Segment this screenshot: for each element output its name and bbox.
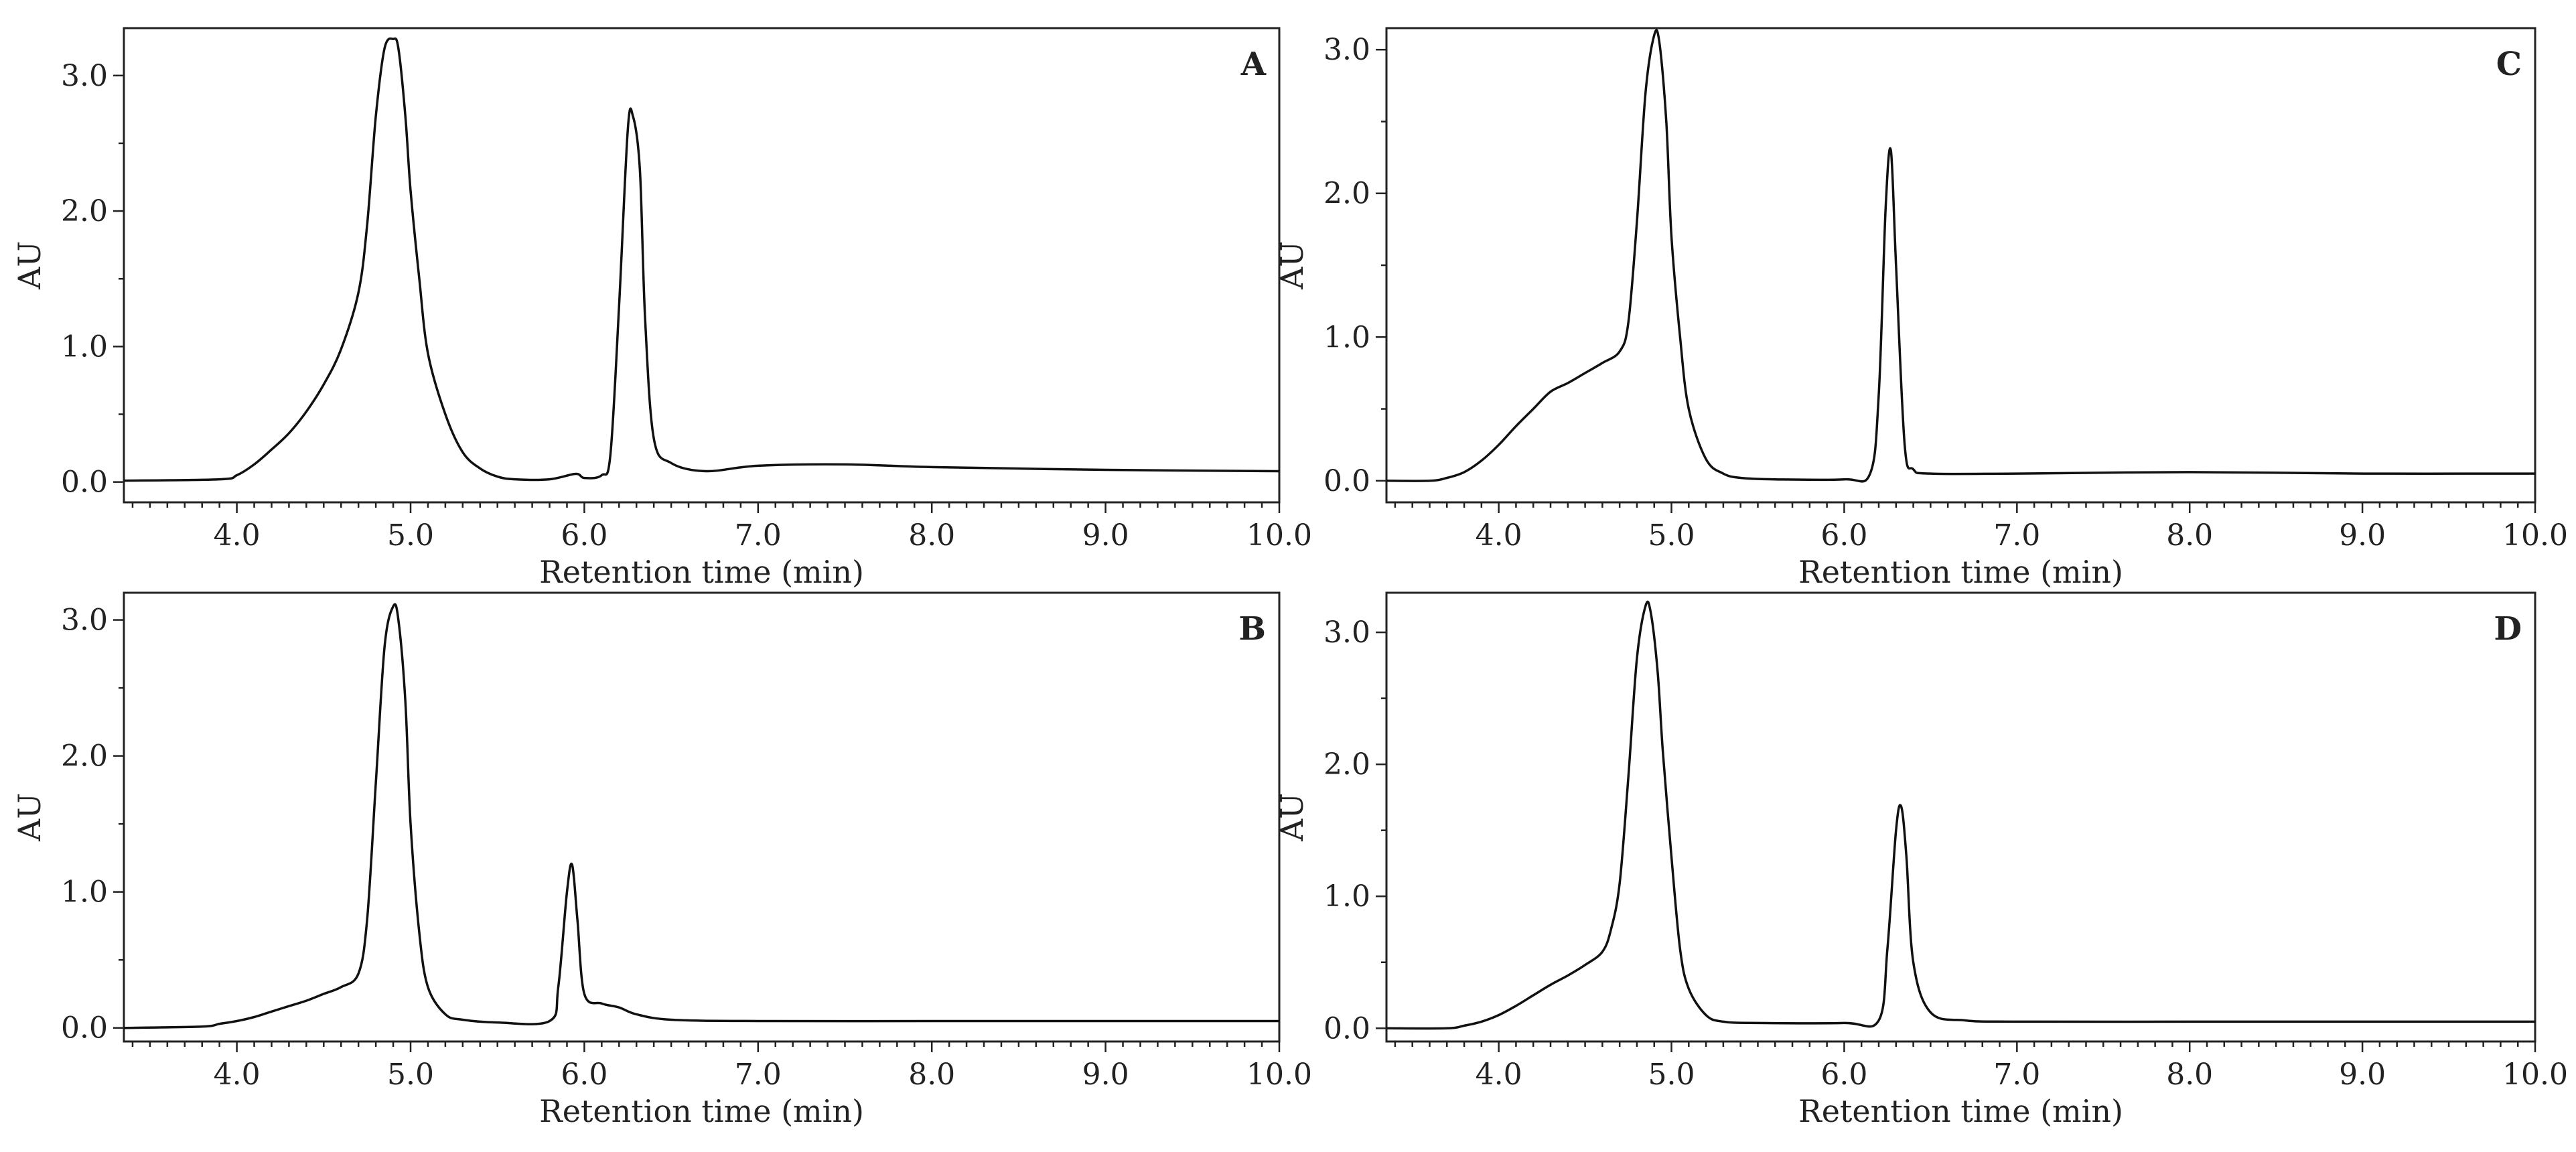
x-tick-label: 7.0: [1993, 1058, 2040, 1092]
y-tick-label: 2.0: [61, 739, 108, 774]
plot-frame: [123, 591, 1281, 1043]
y-tick-label: 2.0: [61, 194, 108, 228]
x-tick-label: 9.0: [2339, 518, 2386, 553]
chromatogram-trace: [1386, 29, 2536, 483]
x-tick-label: 9.0: [2339, 1058, 2386, 1092]
chromatogram-trace: [123, 603, 1279, 1029]
panel-label: A: [1240, 46, 1267, 83]
panel-b: 4.0 5.0 6.0 7.0 8.0 9.0 10.0 0.0 1.0 2.0 3.0 Retent…: [11, 591, 1312, 1129]
x-tick-label: 5.0: [387, 518, 434, 553]
x-tick-label: 10.0: [1246, 1058, 1312, 1092]
chromatogram-trace: [123, 37, 1280, 482]
x-tick-label: 8.0: [2166, 518, 2213, 553]
x-tick-label: 10.0: [1246, 518, 1312, 553]
x-tick-label: 4.0: [1476, 1058, 1522, 1092]
y-tick-label: 1.0: [61, 330, 108, 364]
x-tick-label: 6.0: [1820, 518, 1867, 553]
y-tick-label: 3.0: [61, 59, 108, 93]
y-tick-label: 0.0: [61, 1011, 108, 1046]
panel-a: 4.0 5.0 6.0 7.0 8.0 9.0 10.0 0.0 1.0 2.0 3.0 Retent…: [11, 27, 1312, 590]
x-axis-label: Retention time (min): [539, 554, 864, 590]
x-tick-label: 8.0: [908, 1058, 955, 1092]
y-tick-label: 3.0: [1323, 616, 1370, 650]
x-tick-label: 10.0: [2502, 1058, 2568, 1092]
x-axis-label: Retention time (min): [1798, 554, 2123, 590]
y-tick-label: 0.0: [1323, 1011, 1370, 1046]
x-tick-label: 9.0: [1082, 1058, 1129, 1092]
plot-frame: [1385, 591, 2536, 1043]
panel-label: D: [2494, 610, 2522, 648]
y-tick-label: 1.0: [1323, 320, 1370, 354]
y-tick-label: 3.0: [61, 603, 108, 638]
panel-label: B: [1238, 610, 1266, 648]
plot-frame: [1385, 27, 2536, 504]
y-tick-label: 3.0: [1323, 33, 1370, 67]
y-axis-label: AU: [1274, 793, 1310, 842]
x-tick-label: 4.0: [1476, 518, 1522, 553]
x-tick-label: 5.0: [1648, 518, 1695, 553]
y-tick-label: 0.0: [61, 465, 108, 500]
x-tick-label: 5.0: [387, 1058, 434, 1092]
y-tick-label: 2.0: [1323, 747, 1370, 782]
x-axis-label: Retention time (min): [1798, 1093, 2123, 1129]
x-axis-label: Retention time (min): [539, 1093, 864, 1129]
x-tick-label: 7.0: [735, 1058, 782, 1092]
chromatogram-trace: [1386, 600, 2535, 1030]
x-tick-label: 4.0: [214, 1058, 261, 1092]
plot-frame: [123, 27, 1281, 504]
x-tick-label: 6.0: [561, 1058, 607, 1092]
panel-c: 4.0 5.0 6.0 7.0 8.0 9.0 10.0 0.0 1.0 2.0 3.0 Retent…: [1274, 27, 2568, 590]
x-tick-label: 8.0: [2166, 1058, 2213, 1092]
x-tick-label: 8.0: [908, 518, 955, 553]
y-axis-label: AU: [11, 241, 48, 290]
x-tick-label: 6.0: [561, 518, 607, 553]
panel-label: C: [2496, 46, 2522, 83]
x-tick-label: 9.0: [1082, 518, 1129, 553]
y-axis-label: AU: [11, 793, 48, 842]
x-tick-label: 7.0: [1993, 518, 2040, 553]
x-tick-label: 5.0: [1648, 1058, 1695, 1092]
panel-d: 4.0 5.0 6.0 7.0 8.0 9.0 10.0 0.0 1.0 2.0 3.0 Retent…: [1274, 591, 2568, 1129]
y-axis-label: AU: [1274, 241, 1310, 290]
x-tick-label: 4.0: [214, 518, 261, 553]
y-tick-label: 0.0: [1323, 464, 1370, 498]
y-tick-label: 1.0: [61, 875, 108, 910]
y-tick-label: 2.0: [1323, 177, 1370, 211]
y-tick-label: 1.0: [1323, 879, 1370, 914]
x-tick-label: 10.0: [2502, 518, 2568, 553]
x-tick-label: 6.0: [1820, 1058, 1867, 1092]
x-tick-label: 7.0: [735, 518, 782, 553]
